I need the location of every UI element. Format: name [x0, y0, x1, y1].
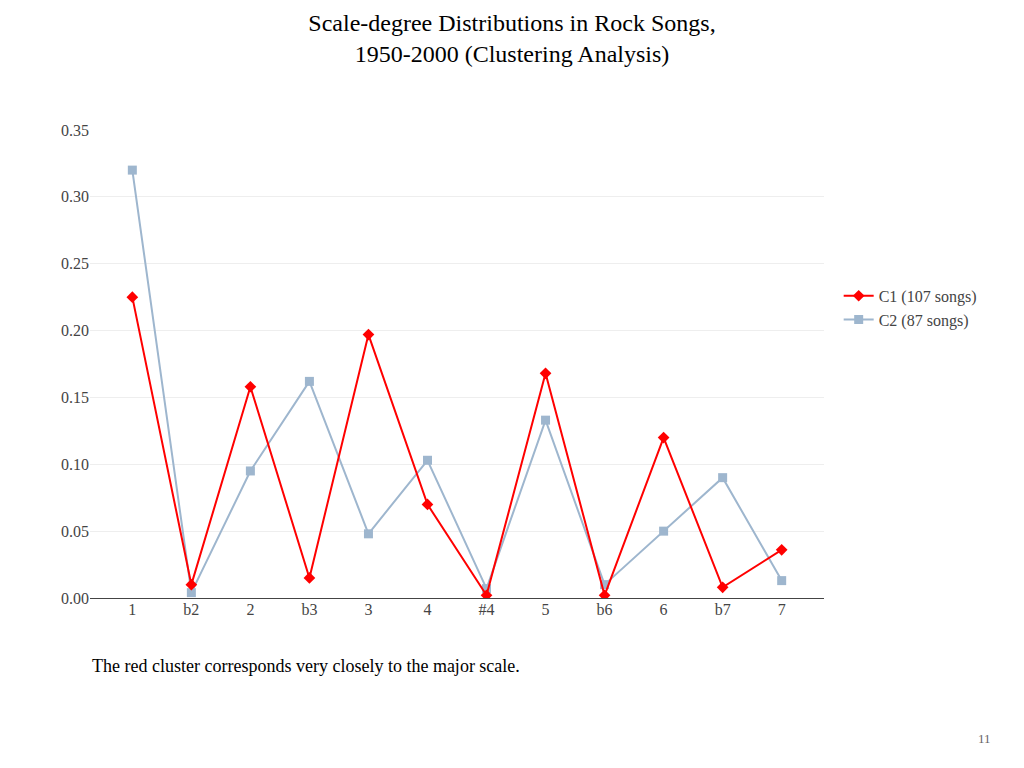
svg-text:The red cluster corresponds ve: The red cluster corresponds very closely… [92, 656, 520, 676]
svg-text:1: 1 [128, 601, 136, 618]
svg-text:0.35: 0.35 [61, 122, 89, 139]
svg-text:C2 (87 songs): C2 (87 songs) [879, 312, 969, 330]
svg-text:0.20: 0.20 [61, 322, 89, 339]
svg-text:b6: b6 [597, 601, 613, 618]
svg-text:0.00: 0.00 [61, 590, 89, 607]
svg-text:0.30: 0.30 [61, 188, 89, 205]
svg-text:b3: b3 [301, 601, 317, 618]
svg-text:b2: b2 [183, 601, 199, 618]
svg-text:6: 6 [660, 601, 668, 618]
svg-text:11: 11 [978, 731, 991, 746]
svg-text:b7: b7 [715, 601, 731, 618]
svg-text:0.25: 0.25 [61, 255, 89, 272]
svg-text:C1 (107 songs): C1 (107 songs) [879, 288, 977, 306]
svg-text:#4: #4 [479, 601, 495, 618]
svg-text:Scale-degree Distributions in: Scale-degree Distributions in Rock Songs… [308, 10, 715, 67]
svg-text:0.05: 0.05 [61, 523, 89, 540]
svg-text:0.10: 0.10 [61, 456, 89, 473]
svg-text:2: 2 [246, 601, 254, 618]
svg-text:5: 5 [542, 601, 550, 618]
svg-text:7: 7 [778, 601, 786, 618]
svg-text:0.15: 0.15 [61, 389, 89, 406]
svg-text:3: 3 [364, 601, 372, 618]
svg-text:4: 4 [423, 601, 431, 618]
